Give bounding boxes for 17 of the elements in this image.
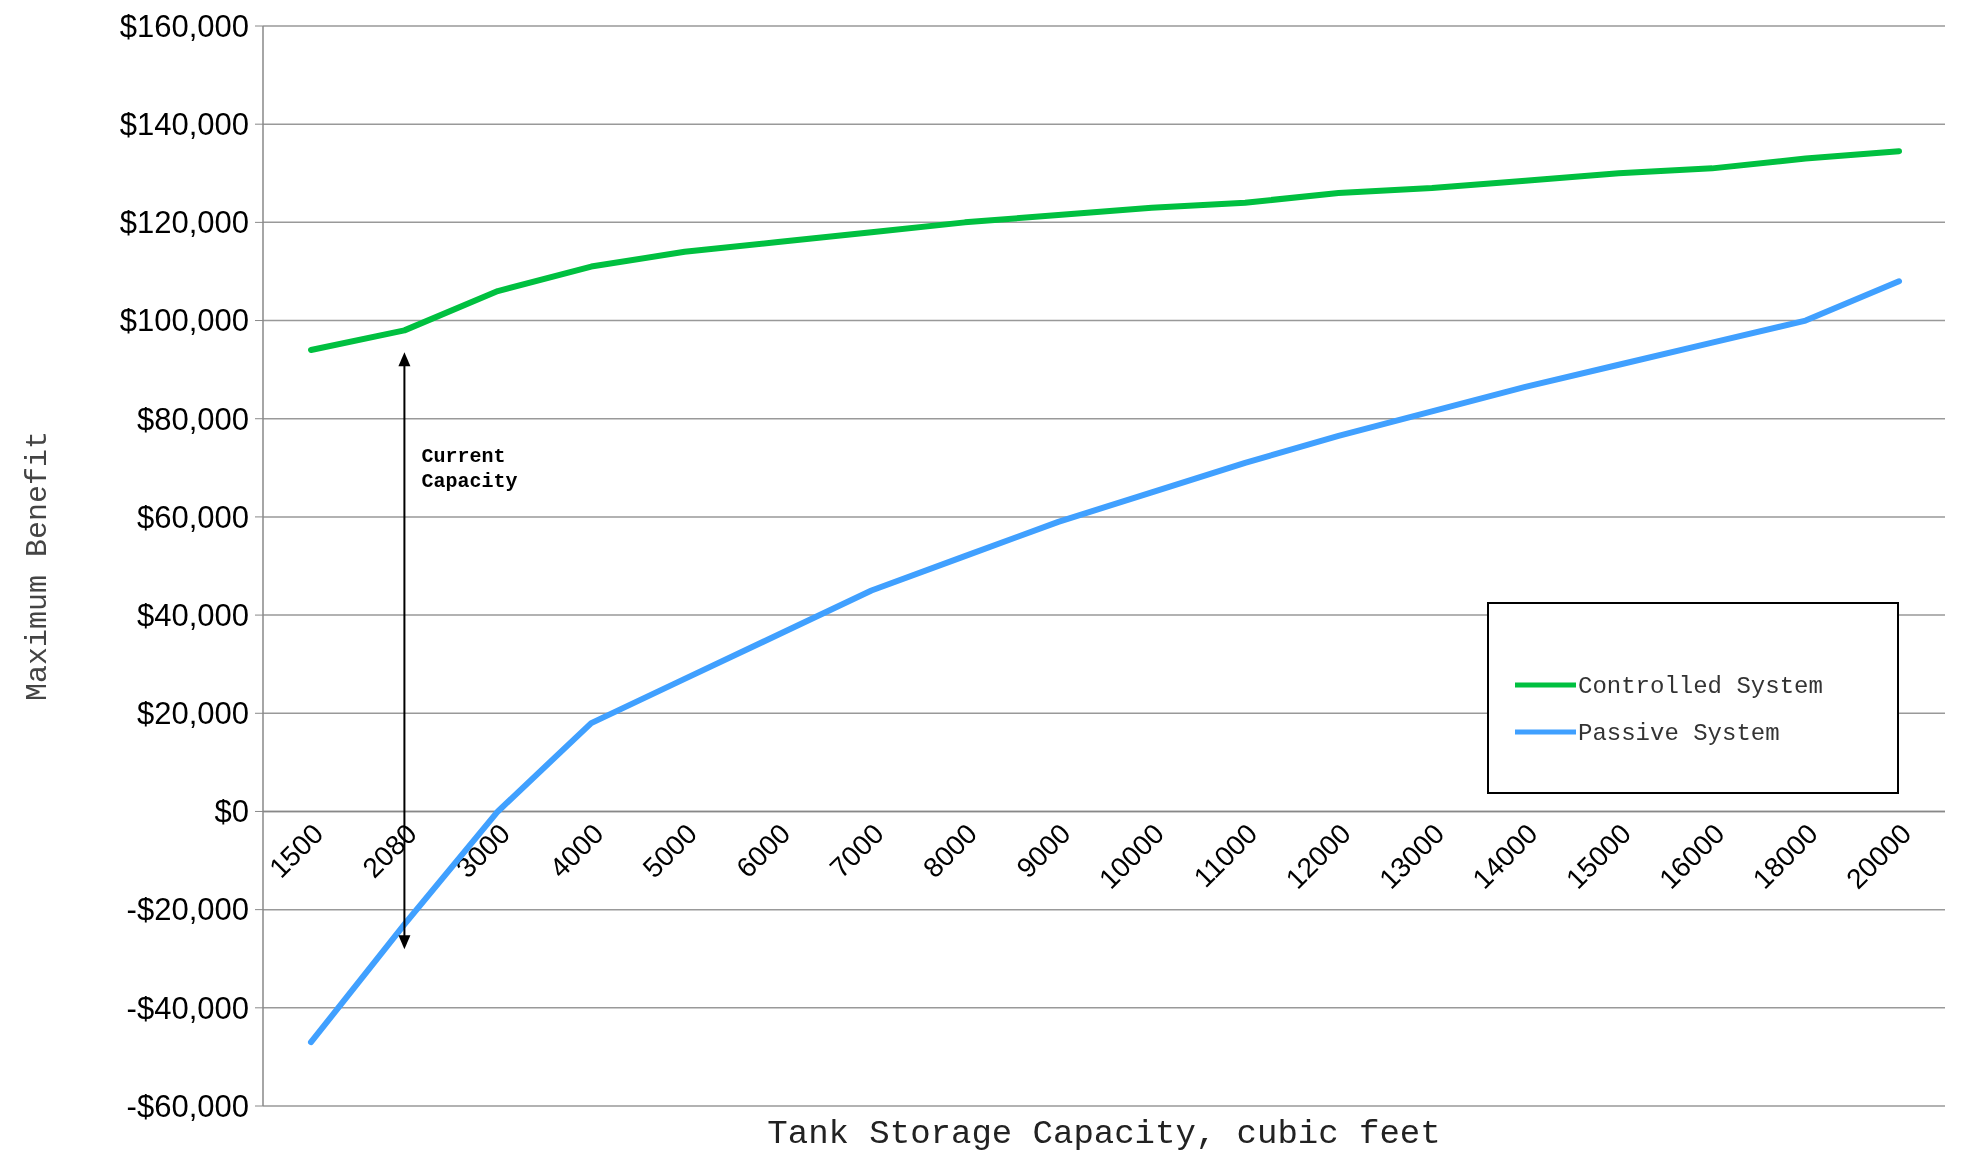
y-tick-label: $20,000 — [136, 696, 249, 732]
x-axis-title: Tank Storage Capacity, cubic feet — [767, 1115, 1441, 1153]
y-tick-label: $0 — [214, 794, 249, 830]
y-tick-label: -$20,000 — [126, 892, 249, 928]
y-tick-label: $40,000 — [136, 597, 249, 633]
y-tick-label: $160,000 — [119, 8, 249, 44]
y-axis-title: Maximum Benefit — [21, 430, 55, 702]
y-tick-label: $120,000 — [119, 205, 249, 241]
y-tick-label: -$40,000 — [126, 990, 249, 1026]
annotation: Current Capacity — [421, 445, 518, 494]
y-tick-label: $60,000 — [136, 499, 249, 535]
y-tick-label: $80,000 — [136, 401, 249, 437]
y-tick-label: $140,000 — [119, 107, 249, 143]
y-tick-label: -$60,000 — [126, 1088, 249, 1124]
legend-label: Passive System — [1578, 720, 1780, 748]
legend-label: Controlled System — [1578, 673, 1823, 701]
y-tick-label: $100,000 — [119, 303, 249, 339]
